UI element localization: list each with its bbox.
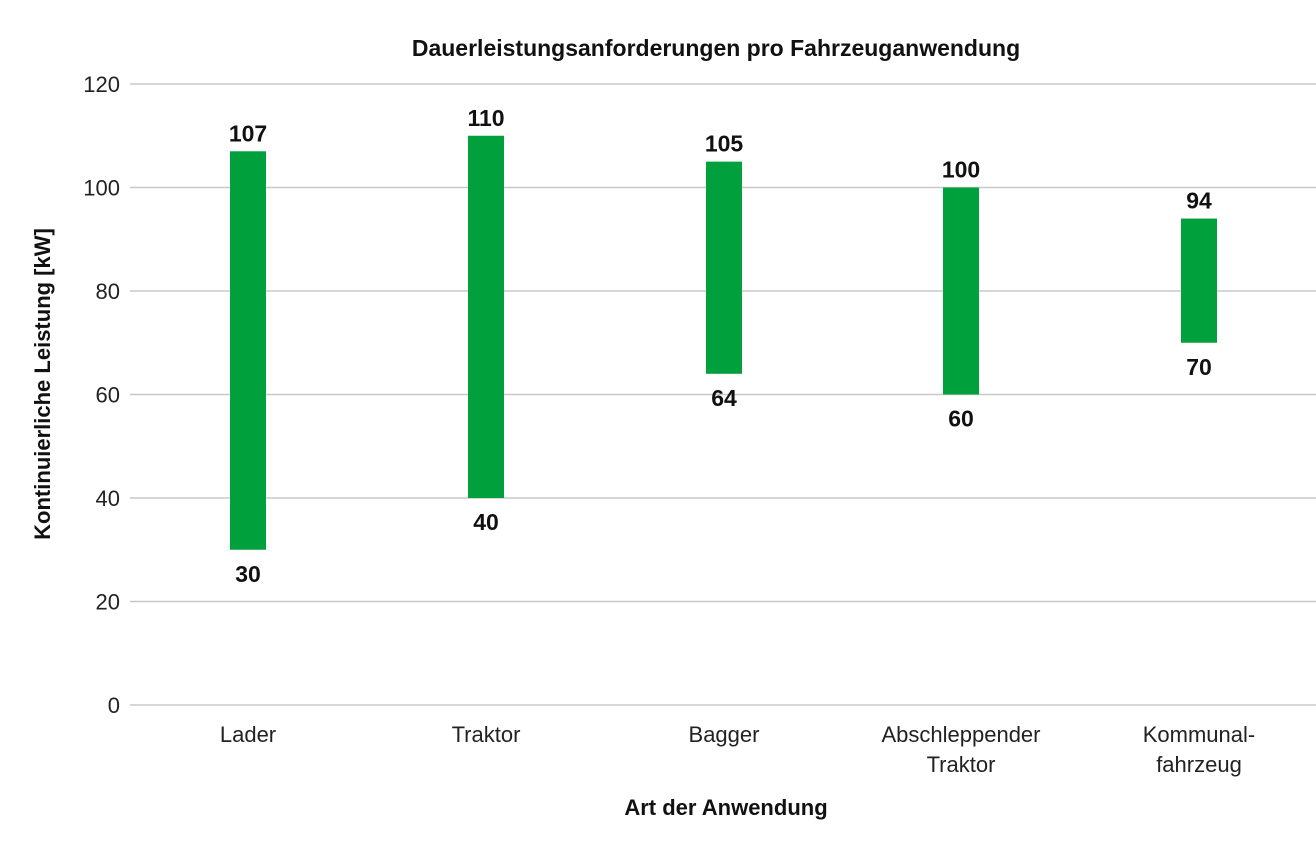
category-label: Traktor	[927, 752, 996, 777]
range-bar	[1181, 218, 1217, 343]
y-tick-label: 120	[83, 72, 120, 97]
min-value-label: 60	[948, 406, 974, 432]
min-value-label: 64	[711, 385, 737, 411]
y-tick-label: 20	[96, 590, 120, 615]
category-label: Traktor	[452, 722, 521, 747]
range-bar	[230, 151, 266, 550]
y-tick-label: 60	[96, 383, 120, 408]
y-axis-label: Kontinuierliche Leistung [kW]	[30, 228, 55, 540]
max-value-label: 105	[705, 131, 744, 157]
range-bar	[706, 161, 742, 374]
range-bar	[943, 187, 979, 395]
y-tick-label: 40	[96, 486, 120, 511]
y-axis-ticks: 0 20 40 60 80 100 120	[83, 72, 120, 718]
bars	[230, 135, 1217, 550]
max-value-label: 110	[467, 105, 504, 131]
max-value-label: 94	[1186, 188, 1212, 214]
y-tick-label: 0	[108, 693, 120, 718]
min-value-label: 40	[473, 509, 499, 535]
category-label: Abschleppender	[881, 722, 1040, 747]
range-bar	[468, 135, 504, 498]
category-label: Kommunal-	[1143, 722, 1255, 747]
chart-title: Dauerleistungsanforderungen pro Fahrzeug…	[412, 35, 1020, 61]
value-labels: 107 30 110 40 105 64 100 60 94 70	[229, 105, 1212, 587]
category-label: Lader	[220, 722, 276, 747]
x-axis-categories: Lader Traktor Bagger Abschleppender Traktor K…	[220, 722, 1255, 777]
category-label: fahrzeug	[1156, 752, 1242, 777]
max-value-label: 100	[942, 157, 980, 183]
x-axis-label: Art der Anwendung	[624, 795, 827, 820]
min-value-label: 30	[235, 561, 261, 587]
y-tick-label: 80	[96, 279, 120, 304]
y-tick-label: 100	[83, 176, 120, 201]
category-label: Bagger	[689, 722, 760, 747]
max-value-label: 107	[229, 120, 267, 146]
min-value-label: 70	[1186, 354, 1212, 380]
